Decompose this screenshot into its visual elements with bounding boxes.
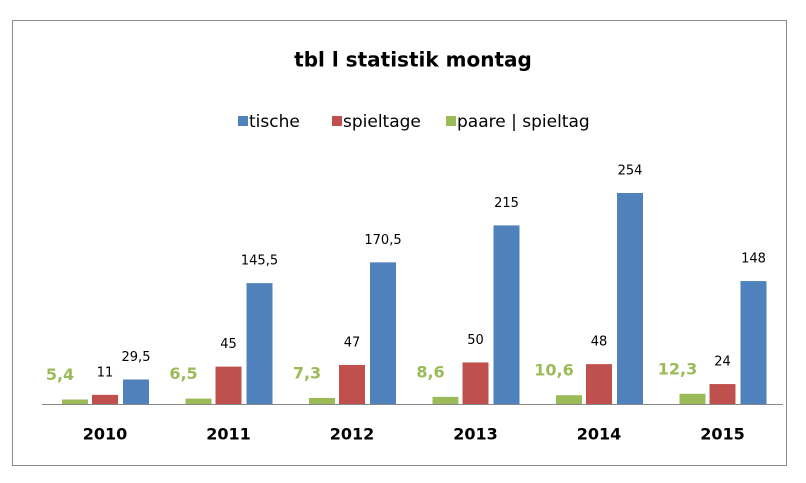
x-tick-label: 2010	[83, 425, 128, 444]
data-label: 11	[97, 365, 114, 380]
x-tick-label: 2014	[577, 425, 622, 444]
chart-title: tbl l statistik montag	[294, 48, 532, 72]
bar	[62, 399, 88, 404]
bar	[556, 395, 582, 404]
bar	[309, 397, 335, 404]
data-label: 10,6	[534, 361, 573, 380]
bar	[493, 225, 520, 404]
x-tick-label: 2012	[330, 425, 375, 444]
legend-label: spieltage	[343, 112, 421, 132]
legend-label: tische	[249, 112, 300, 132]
data-label: 145,5	[241, 254, 278, 269]
bar	[215, 366, 242, 404]
data-label: 254	[618, 164, 643, 179]
data-label: 48	[591, 335, 608, 350]
legend-swatch	[238, 116, 248, 126]
x-tick-label: 2013	[453, 425, 498, 444]
bar	[339, 364, 365, 404]
data-label: 170,5	[364, 233, 401, 248]
data-label: 29,5	[122, 350, 151, 365]
bar	[709, 384, 736, 404]
bar	[679, 393, 706, 404]
x-tick-label: 2011	[206, 425, 251, 444]
bar	[246, 283, 273, 404]
bar	[370, 262, 396, 404]
data-label: 6,5	[169, 364, 197, 383]
bar	[617, 193, 643, 404]
legend-swatch	[446, 116, 456, 126]
bar	[462, 362, 489, 404]
bar	[586, 364, 612, 404]
legend-swatch	[332, 116, 342, 126]
data-label: 148	[741, 252, 766, 267]
data-label: 47	[344, 335, 361, 350]
data-label: 215	[494, 196, 519, 211]
data-label: 12,3	[658, 359, 697, 378]
x-tick-label: 2015	[700, 425, 745, 444]
legend-label: paare | spieltag	[457, 112, 590, 132]
data-label: 24	[714, 355, 731, 370]
bar	[92, 394, 118, 404]
bar	[432, 396, 459, 404]
data-label: 5,4	[46, 365, 74, 384]
bar	[123, 379, 149, 404]
bar	[185, 398, 212, 404]
bar	[740, 281, 767, 404]
data-label: 45	[220, 337, 237, 352]
data-label: 50	[467, 333, 484, 348]
data-label: 8,6	[416, 362, 444, 381]
data-label: 7,3	[293, 363, 321, 382]
